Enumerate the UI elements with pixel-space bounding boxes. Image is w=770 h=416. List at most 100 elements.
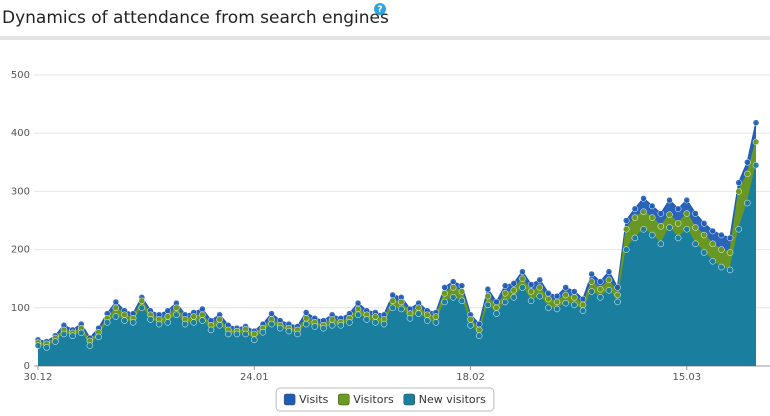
marker	[398, 298, 405, 306]
y-tick-label: 500	[11, 70, 30, 81]
marker	[199, 311, 206, 319]
marker	[683, 225, 691, 233]
marker	[571, 301, 578, 309]
marker	[441, 298, 448, 306]
marker	[527, 281, 535, 288]
marker	[640, 225, 647, 233]
marker	[112, 304, 120, 312]
marker	[622, 246, 630, 253]
marker	[536, 284, 543, 291]
marker	[631, 234, 639, 242]
marker	[475, 320, 483, 328]
help-icon[interactable]	[374, 3, 386, 15]
marker	[415, 304, 422, 312]
marker	[709, 257, 716, 265]
marker	[43, 344, 50, 351]
marker	[302, 315, 310, 322]
marker	[683, 210, 691, 217]
marker	[216, 322, 223, 329]
marker	[302, 320, 310, 328]
marker	[389, 297, 396, 305]
marker	[519, 268, 526, 275]
marker	[337, 322, 345, 329]
marker	[527, 297, 535, 305]
marker	[700, 231, 708, 239]
marker	[458, 297, 466, 305]
marker	[372, 313, 379, 320]
marker	[294, 330, 301, 338]
marker	[545, 295, 552, 303]
marker	[475, 332, 483, 339]
y-tick-label: 200	[11, 245, 30, 256]
marker	[666, 211, 673, 218]
marker	[579, 295, 587, 303]
marker	[121, 317, 128, 324]
marker	[588, 270, 595, 278]
marker	[562, 299, 569, 307]
marker	[432, 319, 440, 326]
marker	[683, 196, 691, 204]
marker	[173, 304, 180, 312]
marker	[302, 309, 310, 316]
marker	[735, 188, 742, 195]
marker	[674, 234, 682, 242]
marker	[640, 208, 647, 216]
marker	[190, 319, 197, 326]
marker	[562, 284, 569, 291]
marker	[328, 322, 336, 329]
legend-swatch	[283, 393, 296, 406]
marker	[164, 313, 172, 320]
marker	[475, 326, 483, 334]
legend-swatch	[403, 393, 415, 406]
marker	[700, 249, 708, 256]
marker	[233, 330, 241, 338]
marker	[415, 310, 422, 317]
marker	[622, 217, 630, 224]
marker	[553, 298, 561, 306]
marker	[553, 292, 561, 300]
marker	[527, 288, 535, 295]
legend-swatch	[338, 393, 350, 406]
marker	[545, 304, 552, 312]
marker	[501, 290, 509, 297]
marker	[251, 336, 258, 344]
marker	[398, 305, 405, 313]
marker	[164, 307, 172, 314]
marker	[346, 319, 353, 326]
marker	[251, 330, 258, 338]
marker	[52, 338, 59, 345]
marker	[562, 291, 569, 299]
marker	[536, 292, 543, 300]
marker	[259, 328, 267, 336]
marker	[718, 246, 725, 253]
help-icon-text[interactable]: ?	[377, 5, 382, 15]
marker	[588, 278, 595, 285]
marker	[328, 316, 336, 323]
marker	[138, 297, 146, 305]
marker	[648, 202, 656, 210]
marker	[735, 179, 742, 186]
marker	[276, 324, 284, 332]
marker	[700, 220, 708, 227]
marker	[147, 316, 154, 323]
marker	[631, 214, 639, 221]
marker	[588, 288, 595, 295]
marker	[692, 240, 699, 248]
marker	[614, 291, 621, 299]
marker	[432, 313, 440, 320]
marker	[181, 320, 189, 328]
marker	[579, 307, 587, 314]
marker	[536, 276, 543, 284]
marker	[648, 214, 656, 221]
y-tick-label: 0	[24, 361, 30, 372]
marker	[692, 224, 699, 231]
marker	[467, 316, 474, 323]
marker	[510, 287, 518, 294]
marker	[311, 323, 319, 330]
x-tick-label: 24.01	[240, 372, 269, 383]
marker	[744, 159, 751, 166]
marker	[484, 285, 492, 293]
marker	[173, 311, 180, 319]
title-rule	[0, 36, 770, 40]
